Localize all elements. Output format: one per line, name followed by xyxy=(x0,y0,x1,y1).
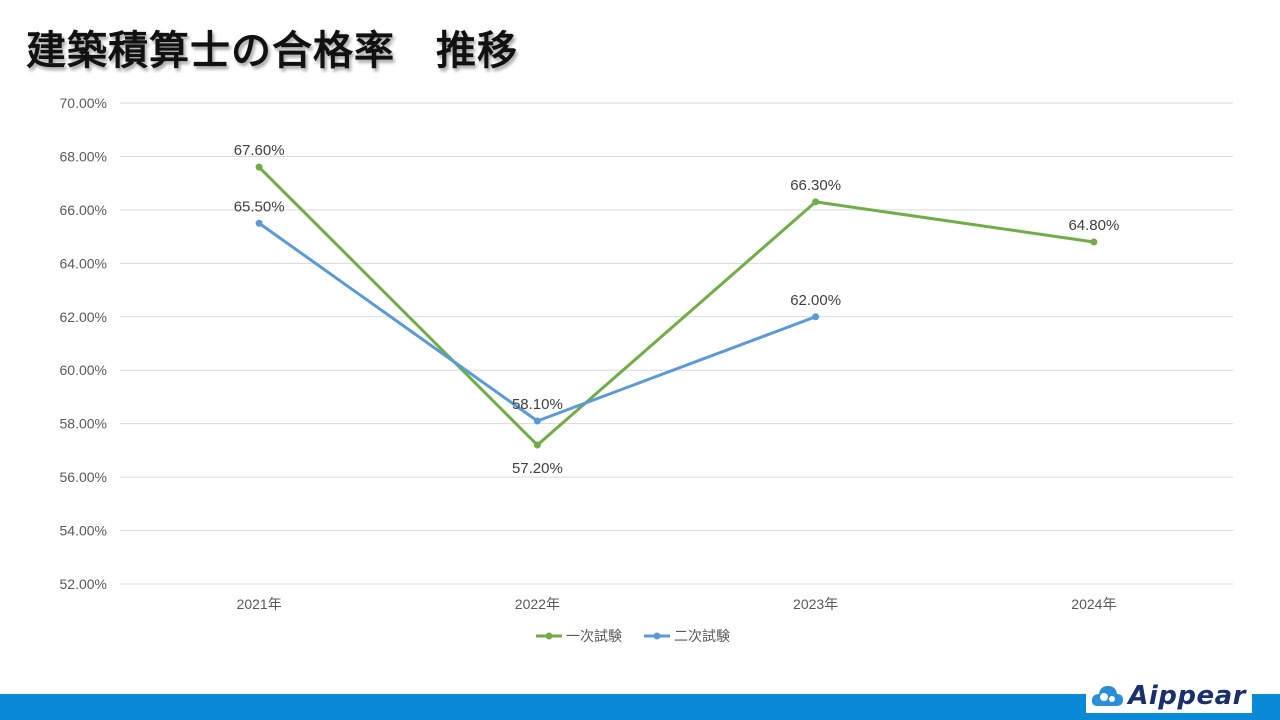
brand-name: Aippear xyxy=(1128,681,1246,711)
chart-legend: 一次試験 二次試験 xyxy=(536,628,730,644)
y-tick-label: 68.00% xyxy=(60,148,107,164)
y-tick-label: 64.00% xyxy=(60,255,107,271)
y-tick-label: 70.00% xyxy=(60,95,107,111)
data-labels: 67.60% 57.20% 66.30% 64.80% 65.50% 58.10% 62.0… xyxy=(234,142,1120,477)
x-tick-label: 2021年 xyxy=(237,596,282,612)
data-point xyxy=(812,198,820,206)
series-line xyxy=(258,222,817,423)
data-point xyxy=(533,441,541,449)
data-label: 67.60% xyxy=(234,142,285,159)
y-tick-label: 60.00% xyxy=(60,362,107,378)
legend-label: 二次試験 xyxy=(674,628,730,644)
series-lines xyxy=(258,166,1095,447)
legend-marker xyxy=(653,632,661,640)
x-tick-label: 2024年 xyxy=(1071,596,1116,612)
data-label: 57.20% xyxy=(512,460,563,477)
data-label: 62.00% xyxy=(790,292,841,309)
series-line xyxy=(258,166,1095,447)
slide-title: 建築積算士の合格率 推移 xyxy=(26,28,518,74)
data-label: 64.80% xyxy=(1068,217,1119,234)
data-label: 65.50% xyxy=(234,198,285,215)
legend-label: 一次試験 xyxy=(566,628,622,644)
data-point xyxy=(255,219,263,227)
y-axis: 52.00% 54.00% 56.00% 58.00% 60.00% 62.00% 64.0… xyxy=(60,95,107,592)
brand-logo[interactable]: Aippear xyxy=(1086,679,1252,713)
data-point xyxy=(255,163,263,171)
legend-marker xyxy=(545,632,553,640)
y-tick-label: 62.00% xyxy=(60,309,107,325)
y-tick-label: 54.00% xyxy=(60,523,107,539)
data-label: 66.30% xyxy=(790,177,841,194)
footer-bar xyxy=(0,694,1280,720)
y-tick-label: 56.00% xyxy=(60,469,107,485)
x-axis: 2021年 2022年 2023年 2024年 xyxy=(237,596,1117,612)
y-tick-label: 58.00% xyxy=(60,416,107,432)
gridlines xyxy=(120,102,1233,585)
data-point xyxy=(1090,238,1098,246)
data-point xyxy=(812,313,820,321)
y-tick-label: 52.00% xyxy=(60,576,107,592)
data-point xyxy=(533,417,541,425)
x-tick-label: 2023年 xyxy=(793,596,838,612)
y-tick-label: 66.00% xyxy=(60,202,107,218)
line-chart: 52.00% 54.00% 56.00% 58.00% 60.00% 62.00% 64.0… xyxy=(60,95,1233,644)
x-tick-label: 2022年 xyxy=(515,596,560,612)
cloud-logo-icon xyxy=(1092,686,1124,706)
data-label: 58.10% xyxy=(512,396,563,413)
series-points xyxy=(255,163,1098,449)
